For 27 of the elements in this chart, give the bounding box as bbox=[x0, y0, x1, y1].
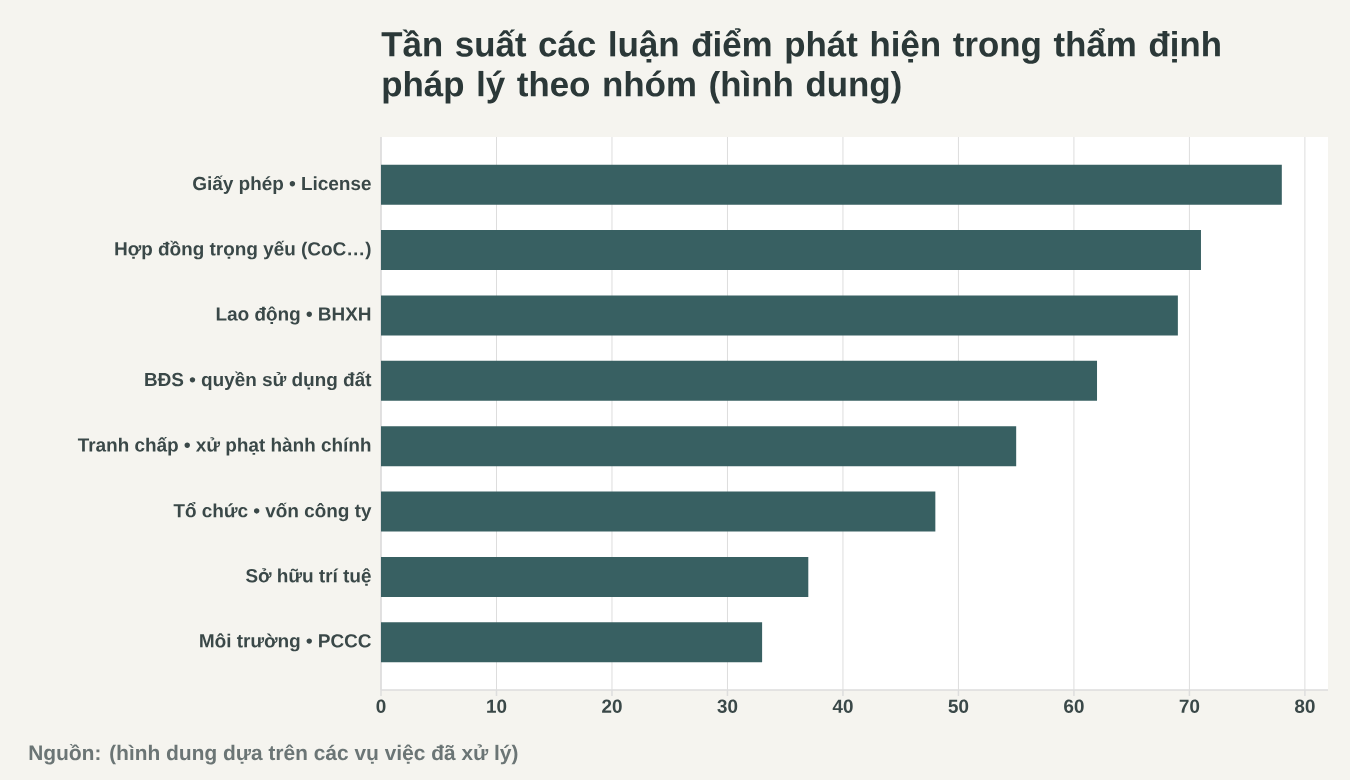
x-tick-label: 30 bbox=[717, 699, 738, 713]
y-tick-label: Tổ chức • vốn công ty bbox=[173, 501, 372, 522]
y-tick-label: Môi trường • PCCC bbox=[200, 633, 371, 652]
bar bbox=[381, 622, 763, 663]
x-tick-label: 70 bbox=[1179, 699, 1200, 713]
x-tick-label: 80 bbox=[1294, 699, 1315, 713]
bar bbox=[381, 164, 1282, 205]
chart-title: Tần suất các luận điểm phát hiện trong thẩm định pháp lý theo nhóm (hình dung) bbox=[381, 28, 1220, 104]
x-tick-label: 10 bbox=[487, 699, 507, 713]
x-tick-label: 0 bbox=[376, 699, 386, 713]
y-tick-label: Lao động • BHXH bbox=[216, 306, 371, 325]
bar bbox=[381, 295, 1178, 336]
text: Nguồn: (hình dung dựa trên các vụ việc đã xử lý) bbox=[29, 743, 518, 765]
x-tick-label: 40 bbox=[832, 699, 853, 713]
y-tick-label: BĐS • quyền sử dụng đất bbox=[145, 371, 372, 391]
y-tick-label: Hợp đồng trọng yếu (CoC…) bbox=[115, 240, 371, 260]
y-tick-label: Tranh chấp • xử phạt hành chính bbox=[77, 436, 371, 456]
y-tick-label: Giấy phép • License bbox=[193, 175, 371, 194]
bar bbox=[381, 360, 1098, 401]
x-tick-label: 20 bbox=[602, 699, 622, 713]
x-tick-label: 50 bbox=[948, 699, 969, 713]
bar bbox=[381, 426, 1017, 467]
x-tick-label: 60 bbox=[1064, 699, 1084, 713]
y-tick-label: Sở hữu trí tuệ bbox=[246, 568, 371, 586]
bar bbox=[381, 556, 809, 597]
bar bbox=[381, 491, 936, 532]
bar bbox=[381, 230, 1201, 271]
